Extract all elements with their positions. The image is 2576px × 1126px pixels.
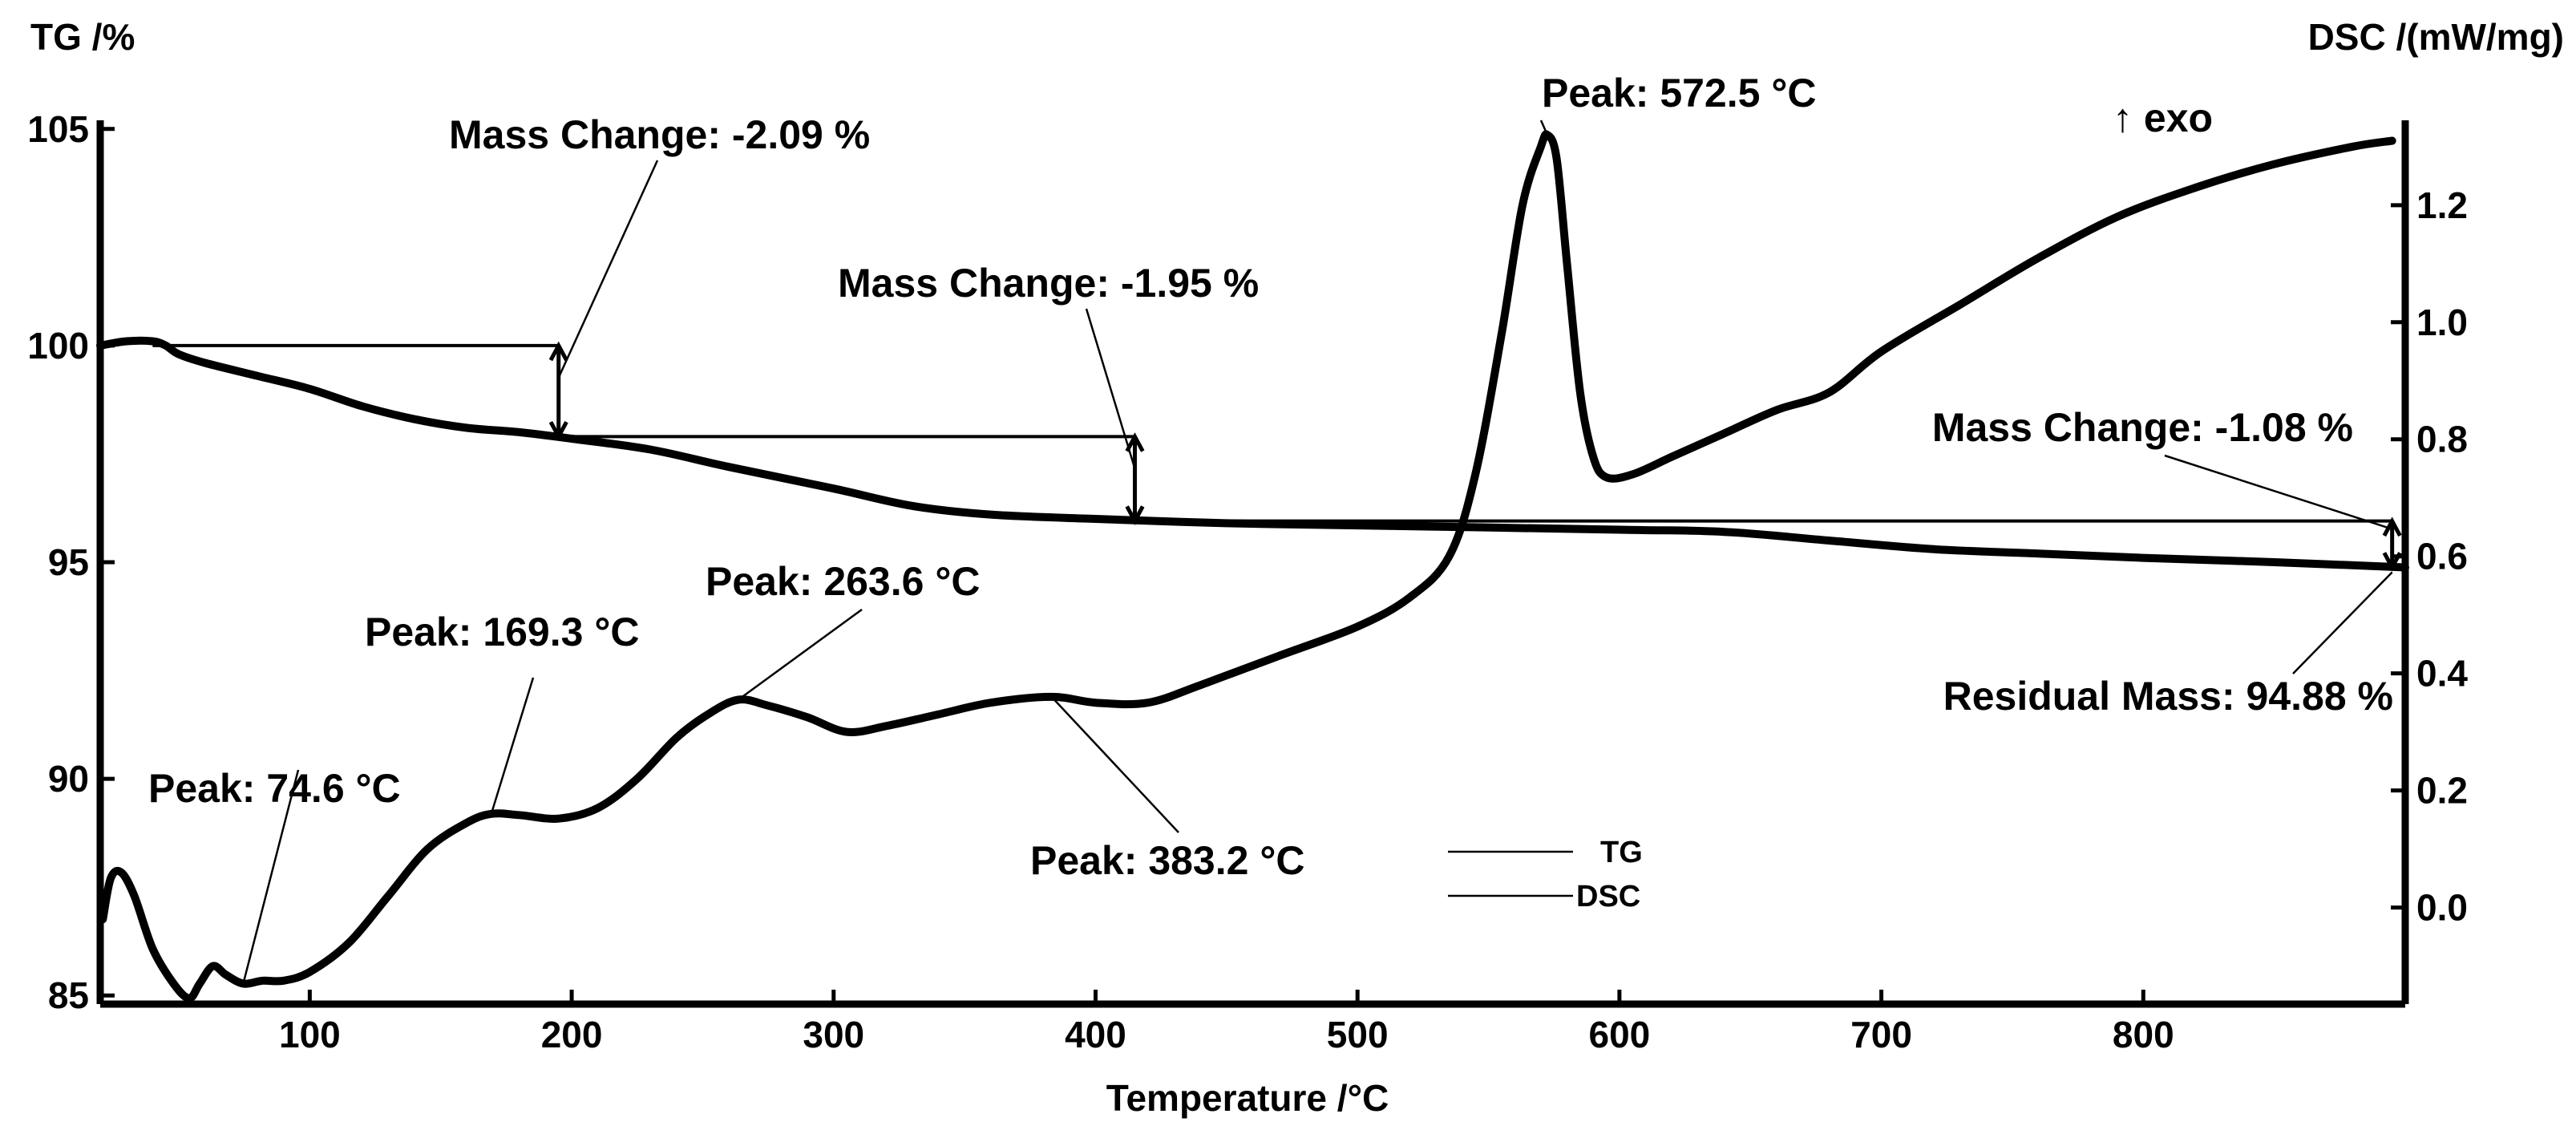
y-right-tick-label: 0.8 — [2416, 419, 2468, 460]
annotations: Mass Change: -2.09 % Mass Change: -1.95 %… — [148, 71, 2393, 883]
y-left-tick-label: 105 — [27, 108, 89, 150]
y-left-tick-label: 85 — [48, 974, 89, 1016]
residual-mass-leader — [2292, 571, 2393, 674]
x-tick-label: 800 — [2113, 1014, 2174, 1055]
peak-leader — [738, 608, 863, 701]
mass-change-label: Mass Change: -1.08 % — [1932, 405, 2353, 450]
axes: 100 200 300 400 500 600 700 800 85 90 95 100 105 0.0 0… — [27, 108, 2468, 1055]
x-tick-label: 200 — [541, 1014, 603, 1055]
x-tick-label: 400 — [1065, 1014, 1126, 1055]
mass-change-arrow-head — [548, 341, 568, 362]
peak-label: Peak: 383.2 °C — [1030, 838, 1304, 883]
mass-change-label: Mass Change: -2.09 % — [449, 112, 870, 157]
curves — [96, 130, 2409, 1002]
y-left-tick-label: 95 — [48, 541, 89, 583]
x-tick-label: 700 — [1850, 1014, 1912, 1055]
y-left-tick-label: 90 — [48, 758, 89, 800]
residual-mass-label: Residual Mass: 94.88 % — [1943, 674, 2393, 719]
y-right-tick-label: 0.4 — [2416, 653, 2468, 695]
peak-label: Peak: 263.6 °C — [706, 559, 980, 604]
series-tg-line — [96, 336, 2409, 572]
y-right-tick-label: 1.0 — [2416, 302, 2468, 343]
peak-label: Peak: 572.5 °C — [1542, 71, 1816, 115]
legend-label-dsc: DSC — [1576, 880, 1640, 913]
peak-leader — [242, 769, 300, 984]
mass-change-leader — [557, 160, 659, 379]
x-tick-label: 600 — [1589, 1014, 1651, 1055]
mass-change-arrow-head — [2382, 516, 2402, 537]
mass-change-leader — [1085, 308, 1136, 469]
mass-change-guides — [152, 341, 2402, 572]
mass-change-label: Mass Change: -1.95 % — [838, 261, 1259, 306]
y-left-title: TG /% — [30, 16, 135, 58]
y-right-tick-label: 0.2 — [2416, 770, 2468, 812]
x-tick-label: 100 — [279, 1014, 341, 1055]
peak-label: Peak: 74.6 °C — [148, 766, 401, 811]
x-tick-label: 300 — [803, 1014, 864, 1055]
series-dsc-line — [99, 130, 2396, 1002]
legend-label-tg: TG — [1600, 836, 1643, 869]
y-left-tick-label: 100 — [27, 325, 89, 367]
x-axis-title: Temperature /°C — [1106, 1077, 1389, 1119]
y-right-tick-label: 0.6 — [2416, 536, 2468, 577]
y-right-title: DSC /(mW/mg) — [2308, 16, 2564, 58]
peak-label: Peak: 169.3 °C — [365, 610, 639, 654]
exo-label: ↑ exo — [2113, 95, 2213, 140]
peak-leader — [1050, 695, 1179, 833]
mass-change-arrow-head — [1125, 432, 1145, 452]
y-right-tick-label: 0.0 — [2416, 887, 2468, 929]
peak-leader — [1539, 119, 1549, 136]
mass-change-leader — [2164, 454, 2393, 530]
y-right-tick-label: 1.2 — [2416, 184, 2468, 226]
x-tick-label: 500 — [1327, 1014, 1389, 1055]
peak-leader — [490, 677, 535, 815]
annotation-leaders — [242, 119, 2393, 984]
